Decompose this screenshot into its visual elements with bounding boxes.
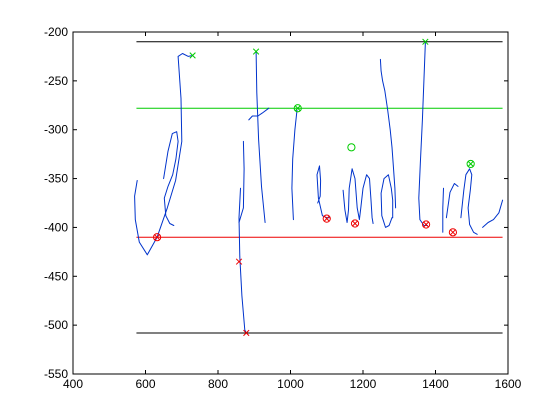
x-tick-label: 1400 [422,377,449,391]
upper-marker-5 [347,143,356,152]
y-tick-label: -350 [44,172,68,186]
upper-marker-cross-b [467,161,474,167]
ink-stroke-9 [342,168,374,224]
base-marker-circle [350,219,360,228]
ink-stroke-15 [460,168,478,235]
base-marker-1 [153,233,162,242]
ink-stroke-4 [238,187,247,334]
ink-stroke-12 [418,41,428,226]
base-marker-7 [448,228,457,237]
upper-marker-6 [466,159,475,169]
y-tick-label: -300 [44,123,68,137]
ink-stroke-3 [238,140,245,223]
y-tick-label: -500 [44,318,68,332]
base-marker-2 [235,258,243,265]
ink-stroke-13 [442,187,444,233]
x-tick-label: 1000 [277,377,304,391]
base-marker-circle [421,220,431,229]
markers [153,38,475,337]
base-marker-cross-b [423,221,429,228]
x-tick-label: 400 [63,377,83,391]
upper-marker-circle [466,159,475,169]
y-tick-label: -200 [44,25,68,39]
y-tick-label: -550 [44,367,68,381]
y-tick-label: -250 [44,74,68,88]
upper-marker-2 [252,48,260,55]
ink-stroke-14 [445,183,459,219]
base-marker-5 [350,219,360,228]
base-marker-3 [243,329,250,337]
base-marker-circle [153,233,162,242]
base-marker-cross-b [154,234,160,241]
x-tick-label: 600 [135,377,155,391]
y-tick-label: -400 [44,220,68,234]
upper-marker-cross-b [294,105,301,112]
base-marker-cross-b [235,258,243,265]
base-marker-cross-b [450,229,456,236]
x-tick-label: 800 [208,377,228,391]
ink-stroke-16 [482,199,504,228]
upper-marker-circle [347,143,356,152]
base-marker-6 [421,220,431,229]
ink-stroke-2 [163,131,179,226]
upper-marker-circle [293,104,302,113]
ink-strokes [134,41,504,334]
x-tick-label: 1200 [350,377,377,391]
upper-marker-cross-b [252,48,260,55]
base-marker-circle [448,228,457,237]
ink-stroke-5 [255,51,266,223]
ink-stroke-11 [379,58,397,209]
ink-stroke-1 [134,53,194,256]
upper-marker-cross-b [189,52,196,59]
ink-stroke-10 [380,174,394,228]
base-marker-cross-b [323,215,330,222]
upper-marker-1 [189,52,196,59]
ink-stroke-6 [248,107,270,121]
ink-stroke-7 [291,109,298,221]
y-tick-label: -450 [44,269,68,283]
upper-marker-cross-b [422,38,429,45]
upper-marker-3 [422,38,429,45]
x-tick-label: 1600 [495,377,522,391]
base-marker-4 [322,214,331,223]
reference-lines [136,41,503,334]
base-marker-cross-b [243,329,250,337]
axes: 400 600 800 1000 1200 1400 1600 -200 -250 -300 -35… [44,25,522,391]
base-marker-cross-b [352,220,358,227]
base-marker-circle [322,214,331,223]
upper-marker-4 [293,104,302,113]
